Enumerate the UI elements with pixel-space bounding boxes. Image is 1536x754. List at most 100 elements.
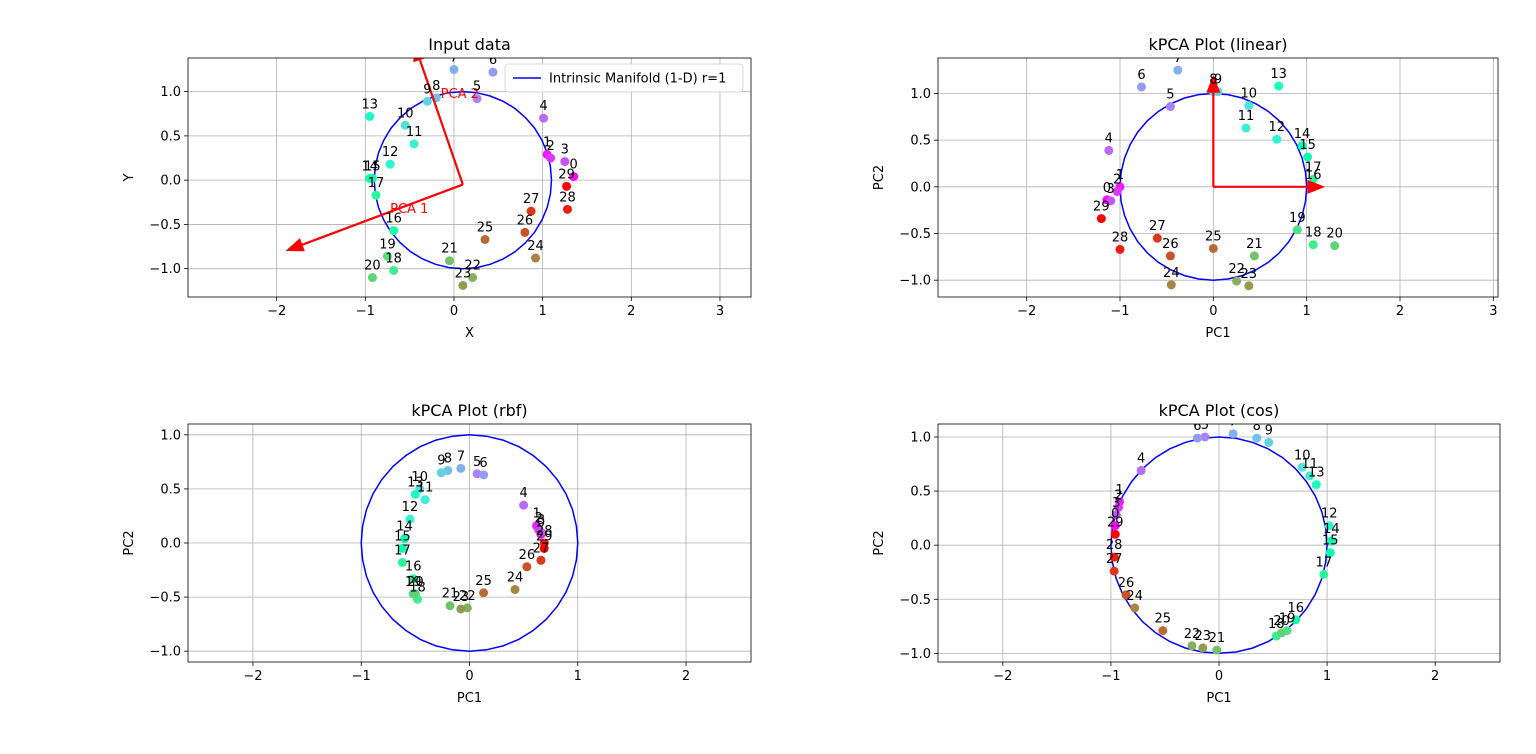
- point-label: 12: [382, 145, 399, 160]
- point-label: 4: [1105, 131, 1113, 146]
- point-label: 20: [1273, 614, 1290, 629]
- data-point: [536, 555, 546, 565]
- point-label: 8: [1209, 73, 1217, 88]
- point-label: 17: [394, 543, 411, 558]
- point-label: 25: [475, 574, 492, 589]
- data-point: [1110, 529, 1120, 539]
- y-tick-label: 0.0: [910, 180, 931, 195]
- data-point: [405, 514, 415, 524]
- point-label: 2: [1114, 488, 1122, 503]
- point-label: 3: [561, 143, 569, 158]
- point-label: 27: [1149, 219, 1166, 234]
- point-label: 14: [1294, 127, 1311, 142]
- point-label: 21: [1209, 631, 1226, 646]
- point-label: 5: [1201, 418, 1209, 433]
- y-tick-label: 1.0: [910, 87, 931, 102]
- point-label: 2: [546, 139, 554, 154]
- point-label: 13: [361, 97, 378, 112]
- point-label: 23: [1195, 629, 1212, 644]
- point-label: 24: [527, 239, 544, 254]
- point-label: 18: [1305, 226, 1322, 241]
- data-point: [410, 489, 420, 499]
- point-label: 15: [364, 159, 381, 174]
- data-point: [1319, 569, 1329, 579]
- y-tick-label: −0.5: [149, 218, 181, 233]
- manifold-circle: [360, 434, 579, 652]
- y-tick-label: 0.5: [910, 485, 931, 500]
- data-point: [519, 500, 529, 510]
- data-point: [389, 226, 399, 236]
- y-tick-label: 0.0: [910, 539, 931, 554]
- y-tick-label: −1.0: [899, 274, 931, 289]
- data-point: [458, 280, 468, 290]
- point-label: 22: [1184, 627, 1201, 642]
- data-point: [1111, 510, 1121, 520]
- y-tick-label: 0.5: [160, 482, 181, 497]
- x-tick-label: 1: [1323, 669, 1331, 684]
- point-label: 14: [396, 520, 413, 535]
- data-point: [397, 557, 407, 567]
- data-point: [1326, 536, 1336, 546]
- point-label: 16: [1305, 168, 1322, 183]
- data-point: [526, 206, 536, 216]
- point-label: 21: [441, 242, 458, 257]
- y-tick-label: 0.5: [160, 129, 181, 144]
- point-label: 17: [368, 176, 385, 191]
- point-label: 12: [1321, 507, 1338, 522]
- data-point: [397, 543, 407, 553]
- data-point: [1277, 628, 1287, 638]
- data-point: [1136, 466, 1146, 476]
- point-label: 24: [1163, 266, 1180, 281]
- y-tick-label: −1.0: [149, 645, 181, 660]
- point-label: 23: [455, 266, 472, 281]
- y-tick-label: 1.0: [160, 428, 181, 443]
- data-point: [1264, 437, 1274, 447]
- x-axis-label: PC1: [457, 691, 482, 706]
- data-point: [546, 153, 556, 163]
- point-label: 26: [1162, 237, 1179, 252]
- data-point: [1109, 552, 1119, 562]
- point-label: 28: [1112, 230, 1129, 245]
- data-point: [1106, 196, 1116, 206]
- data-point: [1297, 462, 1307, 472]
- data-point: [445, 601, 455, 611]
- point-label: 4: [1137, 452, 1145, 467]
- point-label: 26: [519, 548, 536, 563]
- data-point: [367, 273, 377, 283]
- point-label: 25: [1205, 229, 1222, 244]
- point-label: 8: [444, 452, 452, 467]
- data-point: [367, 173, 377, 183]
- data-point: [1305, 471, 1315, 481]
- x-tick-label: −2: [1017, 304, 1036, 319]
- data-point: [1121, 590, 1131, 600]
- data-point: [1130, 603, 1140, 613]
- chart-title: Input data: [428, 35, 511, 54]
- point-label: 19: [405, 575, 422, 590]
- point-label: 22: [464, 259, 481, 274]
- data-point: [1165, 102, 1175, 112]
- data-point: [400, 534, 410, 544]
- x-tick-label: 2: [1396, 304, 1404, 319]
- data-point: [1303, 152, 1313, 162]
- axes-frame: [937, 423, 1501, 663]
- data-point: [1136, 82, 1146, 92]
- pca-arrow-head: [413, 58, 426, 63]
- data-point: [409, 139, 419, 149]
- x-tick-label: 3: [716, 304, 724, 319]
- data-point: [1110, 521, 1120, 531]
- pca-arrow-shaft: [301, 183, 464, 246]
- data-point: [1115, 244, 1125, 254]
- data-point: [420, 495, 430, 505]
- data-point: [1096, 214, 1106, 224]
- point-label: 3: [1107, 182, 1115, 197]
- x-axis-label: X: [465, 326, 474, 341]
- axes-frame: [937, 57, 1499, 298]
- point-label: 23: [453, 590, 470, 605]
- legend-box: [504, 63, 744, 93]
- point-label: 13: [407, 475, 424, 490]
- point-label: 29: [1107, 515, 1124, 530]
- point-label: 10: [1294, 448, 1311, 463]
